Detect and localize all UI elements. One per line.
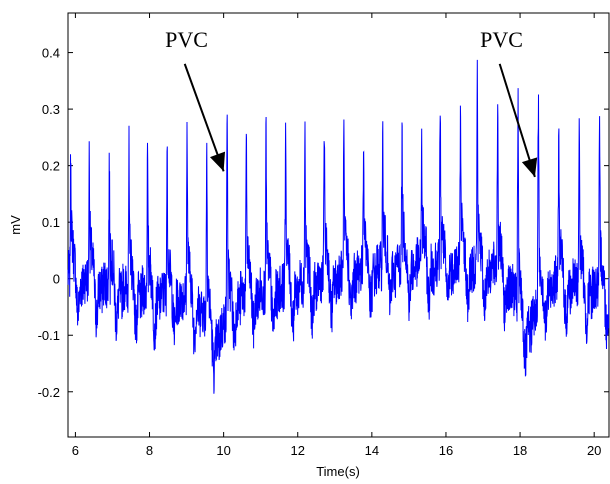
axis-ticks: 6 8 10 12 14 16 18 20 -0.2 -0.1 0 0.1 0.2 0.3 0.4 <box>38 13 609 458</box>
x-tick-label: 12 <box>291 443 305 458</box>
pvc-arrow-head <box>521 157 538 177</box>
pvc-arrow-line <box>183 63 225 172</box>
pvc-label: PVC <box>165 27 208 52</box>
x-axis-label: Time(s) <box>316 464 360 479</box>
pvc-label: PVC <box>480 27 523 52</box>
plot-frame <box>67 12 610 438</box>
x-tick-label: 20 <box>587 443 601 458</box>
y-tick-label: -0.1 <box>38 328 60 343</box>
x-tick-label: 6 <box>72 443 79 458</box>
y-tick-label: 0 <box>53 272 60 287</box>
y-axis-label: mV <box>8 215 23 235</box>
x-tick-label: 16 <box>439 443 453 458</box>
x-tick-label: 8 <box>146 443 153 458</box>
ecg-signal <box>67 59 610 394</box>
y-tick-label: 0.1 <box>42 215 60 230</box>
y-tick-label: 0.3 <box>42 102 60 117</box>
pvc-arrow-line <box>498 63 536 178</box>
pvc-arrow-head <box>209 151 226 172</box>
ecg-line <box>67 59 610 394</box>
annotations: PVC PVC <box>165 27 538 178</box>
x-tick-label: 14 <box>365 443 379 458</box>
x-tick-label: 18 <box>513 443 527 458</box>
y-tick-label: -0.2 <box>38 385 60 400</box>
y-tick-label: 0.2 <box>42 159 60 174</box>
x-tick-label: 10 <box>216 443 230 458</box>
y-tick-label: 0.4 <box>42 46 60 61</box>
